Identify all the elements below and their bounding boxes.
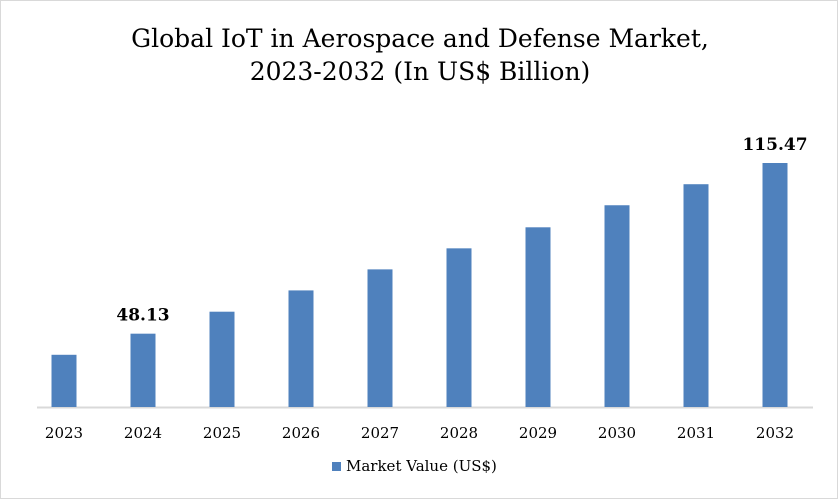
x-tick-label: 2026 — [282, 424, 320, 442]
bar-2028 — [446, 248, 472, 407]
x-tick-label: 2024 — [124, 424, 162, 442]
bar-2029 — [525, 227, 551, 407]
x-tick-label: 2023 — [45, 424, 83, 442]
chart-title-line: 2023-2032 (In US$ Billion) — [250, 57, 591, 86]
bar-2023 — [51, 354, 77, 407]
legend-swatch — [332, 462, 341, 471]
x-tick-label: 2025 — [203, 424, 241, 442]
x-tick-label: 2030 — [598, 424, 636, 442]
data-label-2032: 115.47 — [742, 135, 807, 155]
x-tick-label: 2032 — [756, 424, 794, 442]
bar-2027 — [367, 269, 393, 407]
bar-2024 — [130, 333, 156, 407]
x-tick-label: 2028 — [440, 424, 478, 442]
bar-2032 — [762, 163, 788, 407]
x-tick-label: 2029 — [519, 424, 557, 442]
x-tick-label: 2027 — [361, 424, 399, 442]
bar-2025 — [209, 311, 235, 407]
data-label-2024: 48.13 — [116, 306, 169, 326]
bar-2030 — [604, 205, 630, 407]
chart-title-line: Global IoT in Aerospace and Defense Mark… — [131, 24, 709, 53]
bar-2026 — [288, 290, 314, 407]
x-tick-label: 2031 — [677, 424, 715, 442]
bar-2031 — [683, 184, 709, 407]
legend-label: Market Value (US$) — [346, 457, 497, 475]
